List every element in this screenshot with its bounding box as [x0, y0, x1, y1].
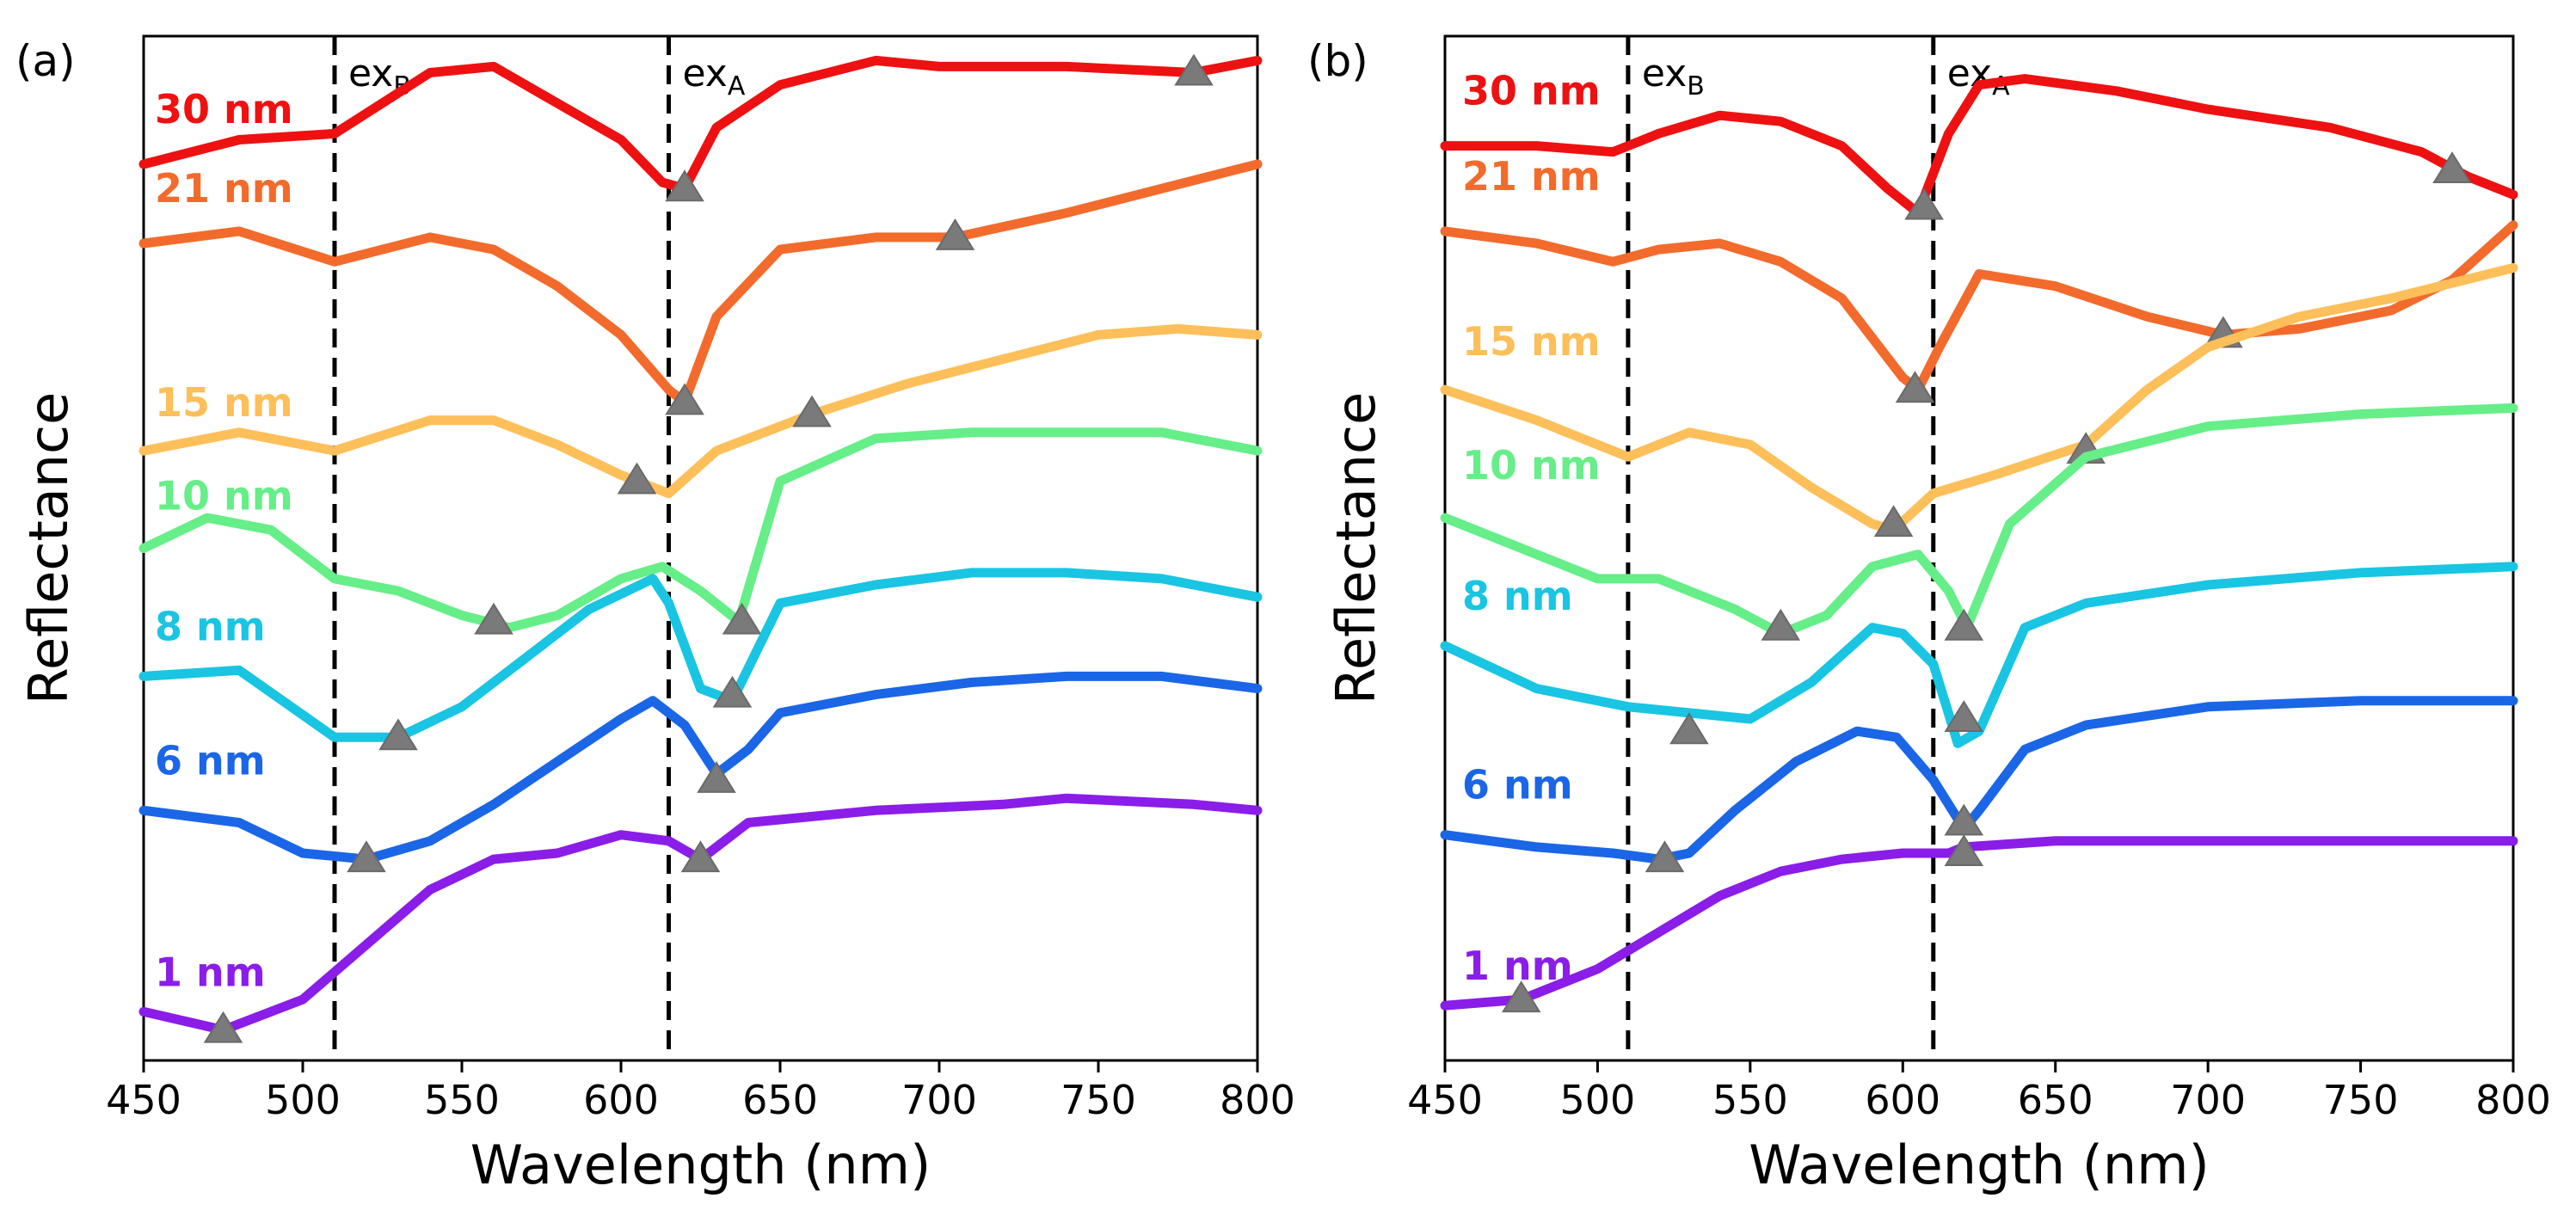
- x-tick-label: 800: [2475, 1077, 2551, 1123]
- series-line: [1440, 696, 2518, 864]
- triangle-marker: [1904, 187, 1944, 220]
- x-tick-label: 800: [1220, 1077, 1295, 1123]
- series-21-nm: 21 nm: [1440, 153, 2518, 403]
- series-8-nm: 8 nm: [1440, 562, 2518, 748]
- series-line: [1440, 836, 2518, 1011]
- series-line: [138, 427, 1263, 633]
- triangle-marker: [1174, 53, 1214, 86]
- series-8-nm: 8 nm: [138, 568, 1263, 751]
- y-axis-label: Reflectance: [17, 392, 80, 705]
- series-line: [138, 323, 1263, 499]
- triangle-marker: [697, 760, 736, 793]
- triangle-marker: [665, 383, 704, 415]
- series-label: 6 nm: [1462, 762, 1573, 808]
- panel-b: (b) 450 500 550 600 650 700 750 800 Wavelength (n…: [1307, 34, 2551, 1196]
- series-label: 10 nm: [1462, 442, 1601, 489]
- series-30-nm: 30 nm: [138, 53, 1263, 202]
- triangle-marker: [722, 602, 762, 635]
- series-21-nm: 21 nm: [138, 159, 1263, 415]
- x-tick-label: 500: [1560, 1077, 1636, 1123]
- series-label: 30 nm: [155, 86, 293, 132]
- series-line: [1440, 402, 2518, 639]
- panel-label: (a): [15, 36, 76, 86]
- series-10-nm: 10 nm: [1440, 402, 2518, 641]
- series-line: [1440, 562, 2518, 748]
- triangle-marker: [1873, 505, 1914, 538]
- series-line: [1440, 220, 2518, 395]
- series-15-nm: 15 nm: [1440, 262, 2518, 538]
- series-label: 30 nm: [1462, 68, 1601, 114]
- triangle-marker: [792, 395, 832, 427]
- panel-label: (b): [1307, 36, 1368, 86]
- x-tick-label: 650: [2018, 1077, 2093, 1123]
- x-tick-label: 500: [265, 1077, 341, 1123]
- x-tick-label: 700: [2170, 1077, 2246, 1123]
- series-30-nm: 30 nm: [1440, 68, 2518, 220]
- x-tick-label: 550: [424, 1077, 500, 1123]
- x-axis-label: Wavelength (nm): [1749, 1134, 2210, 1196]
- series-label: 21 nm: [1462, 153, 1601, 200]
- triangle-marker: [2432, 151, 2472, 183]
- series-1-nm: 1 nm: [1440, 834, 2518, 1013]
- ex-a-label: exA: [683, 52, 746, 101]
- panel-a: (a) 450 500 550 600 650 700 750 800 Wavelength (n…: [15, 34, 1295, 1196]
- x-axis-label: Wavelength (nm): [470, 1134, 931, 1196]
- series-label: 10 nm: [155, 473, 293, 519]
- x-tick-label: 550: [1712, 1077, 1788, 1123]
- plot-frame: [142, 34, 1259, 1062]
- triangle-marker: [347, 840, 386, 873]
- series-label: 6 nm: [155, 737, 266, 783]
- triangle-marker: [203, 1011, 243, 1043]
- triangle-marker: [474, 602, 513, 635]
- series-6-nm: 6 nm: [1440, 696, 2518, 873]
- series-line: [138, 793, 1263, 1035]
- series-line: [1440, 262, 2518, 535]
- x-tick-label: 750: [2323, 1077, 2399, 1123]
- triangle-marker: [378, 718, 418, 751]
- x-tick-label: 600: [1865, 1077, 1940, 1123]
- series-1-nm: 1 nm: [138, 793, 1263, 1043]
- ex-b-label: exB: [1642, 52, 1705, 101]
- series-label: 15 nm: [155, 379, 293, 426]
- plot-frame: [1443, 34, 2515, 1062]
- series-label: 8 nm: [155, 603, 266, 649]
- series-15-nm: 15 nm: [138, 323, 1263, 499]
- triangle-marker: [665, 169, 704, 202]
- series-line: [138, 55, 1263, 194]
- series-line: [138, 671, 1263, 864]
- triangle-marker: [680, 840, 721, 873]
- triangle-marker: [1501, 980, 1541, 1013]
- triangle-marker: [1944, 834, 1984, 866]
- triangle-marker: [1761, 608, 1801, 641]
- triangle-marker: [617, 462, 657, 495]
- triangle-marker: [935, 218, 975, 250]
- x-tick-label: 750: [1061, 1077, 1136, 1123]
- x-tick-label: 600: [583, 1077, 659, 1123]
- series-6-nm: 6 nm: [138, 671, 1263, 873]
- triangle-marker: [1895, 371, 1935, 403]
- triangle-marker: [712, 675, 753, 708]
- series-line: [138, 159, 1263, 407]
- series-10-nm: 10 nm: [138, 427, 1263, 635]
- x-tick-label: 450: [1407, 1077, 1483, 1123]
- triangle-marker: [1944, 700, 1984, 732]
- series-label: 21 nm: [155, 165, 293, 212]
- triangle-marker: [1645, 840, 1685, 873]
- series-line: [1440, 74, 2518, 218]
- triangle-marker: [1669, 712, 1709, 745]
- x-tick-label: 700: [901, 1077, 977, 1123]
- y-axis-label: Reflectance: [1325, 392, 1387, 705]
- series-label: 15 nm: [1462, 318, 1601, 365]
- series-label: 1 nm: [155, 949, 266, 995]
- x-tick-label: 450: [106, 1077, 181, 1123]
- x-tick-label: 650: [742, 1077, 818, 1123]
- triangle-marker: [1944, 608, 1984, 641]
- series-label: 1 nm: [1462, 943, 1573, 989]
- series-label: 8 nm: [1462, 573, 1573, 619]
- series-line: [138, 568, 1263, 742]
